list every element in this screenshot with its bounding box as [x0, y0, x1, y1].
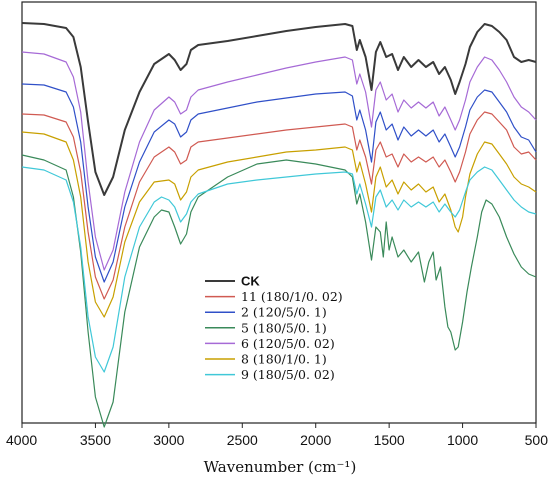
x-tick-label: 1500 [374, 432, 405, 448]
x-tick-label: 2000 [300, 432, 331, 448]
series-line-2 [21, 111, 537, 300]
series-line-4 [21, 154, 537, 428]
plot-frame [21, 1, 537, 424]
legend-label-4: 5 (180/5/0. 1) [241, 320, 327, 335]
x-tick-label: 500 [525, 432, 549, 448]
series-line-1 [21, 22, 537, 196]
series-line-3 [21, 83, 537, 283]
series-line-5 [21, 51, 537, 271]
x-tick-label: 4000 [6, 432, 37, 448]
series-layer [21, 22, 537, 428]
series-line-7 [21, 166, 537, 373]
legend-label-3: 2 (120/5/0. 1) [241, 305, 327, 320]
x-axis-ticks: 4000 3500 3000 2500 2000 1500 1000 500 [6, 423, 548, 448]
legend-label-5: 6 (120/5/0. 02) [241, 336, 335, 351]
x-tick-label: 3000 [153, 432, 184, 448]
series-line-6 [21, 131, 537, 318]
legend-label-6: 8 (180/1/0. 1) [241, 352, 327, 367]
legend-label-2: 11 (180/1/0. 02) [241, 289, 343, 304]
x-tick-label: 1000 [447, 432, 478, 448]
legend-label-7: 9 (180/5/0. 02) [241, 367, 335, 382]
x-tick-label: 3500 [80, 432, 111, 448]
x-tick-label: 2500 [227, 432, 258, 448]
legend-label-1: CK [241, 274, 260, 289]
x-axis-title: Wavenumber (cm⁻¹) [204, 458, 357, 476]
